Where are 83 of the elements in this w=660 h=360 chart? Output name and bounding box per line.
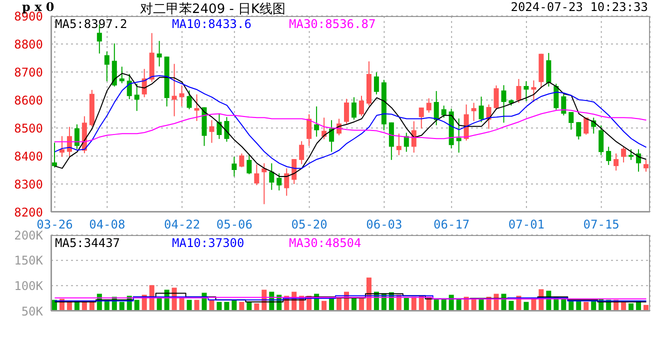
- text: 2024-07-23 10:23:33: [510, 0, 648, 14]
- x-tick-label: 04-22: [164, 218, 200, 232]
- candlestick: [284, 168, 290, 196]
- candlestick: [292, 158, 297, 184]
- text: MA5:8397.2: [55, 17, 128, 31]
- candlestick: [598, 124, 604, 156]
- candlestick: [232, 156, 237, 177]
- candlestick: [246, 154, 252, 175]
- candlestick: [516, 78, 522, 104]
- candlestick: [531, 80, 536, 102]
- candlestick: [426, 98, 432, 114]
- x-tick-label: 06-17: [434, 218, 470, 232]
- candlestick: [239, 152, 244, 168]
- y-tick-label: 8800: [14, 37, 43, 52]
- candlestick: [628, 148, 634, 160]
- candlestick: [104, 51, 110, 82]
- candlestick: [276, 172, 282, 191]
- y-tick-label: 150K: [14, 254, 44, 268]
- candlestick: [179, 84, 184, 107]
- candlestick: [404, 132, 409, 152]
- candlestick: [224, 116, 230, 142]
- candlestick: [584, 117, 589, 136]
- candlestick: [441, 105, 446, 118]
- candlestick: [396, 133, 402, 156]
- candlestick: [209, 120, 214, 144]
- text: MA30:8536.87: [289, 17, 376, 31]
- candlestick: [186, 90, 192, 110]
- candlestick: [621, 146, 626, 163]
- x-tick-label: 05-20: [291, 218, 328, 232]
- candlestick: [471, 102, 476, 122]
- candlestick: [269, 162, 274, 190]
- y-tick-label: 8500: [14, 121, 43, 136]
- candlestick: [494, 84, 499, 110]
- candlestick: [606, 146, 612, 166]
- y-tick-label: 8200: [14, 205, 43, 220]
- candlestick: [501, 84, 506, 124]
- candlestick: [614, 152, 619, 172]
- y-tick-label: 50K: [21, 304, 44, 318]
- x-tick-label: 07-15: [583, 218, 620, 232]
- candlestick: [314, 106, 320, 138]
- candlestick: [411, 120, 416, 154]
- text: MA10:37300: [172, 236, 244, 250]
- candlestick: [126, 73, 132, 100]
- candlestick: [194, 94, 200, 122]
- candlestick: [352, 96, 356, 120]
- x-tick-label: 05-06: [216, 218, 253, 232]
- candlestick: [254, 164, 260, 186]
- y-tick-label: 8700: [14, 65, 43, 80]
- candlestick: [478, 96, 484, 123]
- candlestick: [74, 124, 80, 150]
- text: MA5:34437: [55, 236, 120, 250]
- candlestick: [636, 148, 642, 172]
- candlestick: [344, 98, 350, 124]
- x-tick-label: 04-08: [89, 218, 126, 232]
- candlestick: [156, 40, 162, 67]
- text: MA10:8433.6: [172, 17, 252, 31]
- text: MA30:48504: [289, 236, 362, 250]
- candlestick: [172, 63, 177, 117]
- candlestick: [358, 95, 364, 116]
- y-tick-label: 8400: [14, 149, 43, 164]
- candlestick: [576, 122, 582, 140]
- y-tick-label: 100K: [14, 278, 44, 293]
- candlestick: [524, 80, 529, 102]
- candlestick: [374, 72, 379, 95]
- candlestick: [52, 142, 57, 168]
- candlestick: [134, 83, 140, 112]
- y-tick-label: 8300: [14, 177, 43, 192]
- candlestick: [456, 118, 462, 154]
- x-tick-label: 07-01: [508, 218, 545, 232]
- candlestick: [546, 52, 552, 88]
- candlestick: [299, 140, 304, 165]
- candlestick: [554, 83, 559, 110]
- candlestick: [306, 114, 312, 146]
- candlestick: [561, 94, 566, 116]
- candlestick: [644, 159, 649, 172]
- candlestick: [434, 90, 439, 126]
- x-tick-label: 06-03: [366, 218, 402, 232]
- candlestick: [216, 113, 222, 140]
- chart-title: 对二甲苯2409 - 日K线图: [140, 1, 286, 18]
- candlestick: [568, 112, 574, 130]
- y-tick-label: 8600: [14, 93, 43, 108]
- candlestick: [418, 107, 424, 130]
- candlestick: [329, 120, 334, 152]
